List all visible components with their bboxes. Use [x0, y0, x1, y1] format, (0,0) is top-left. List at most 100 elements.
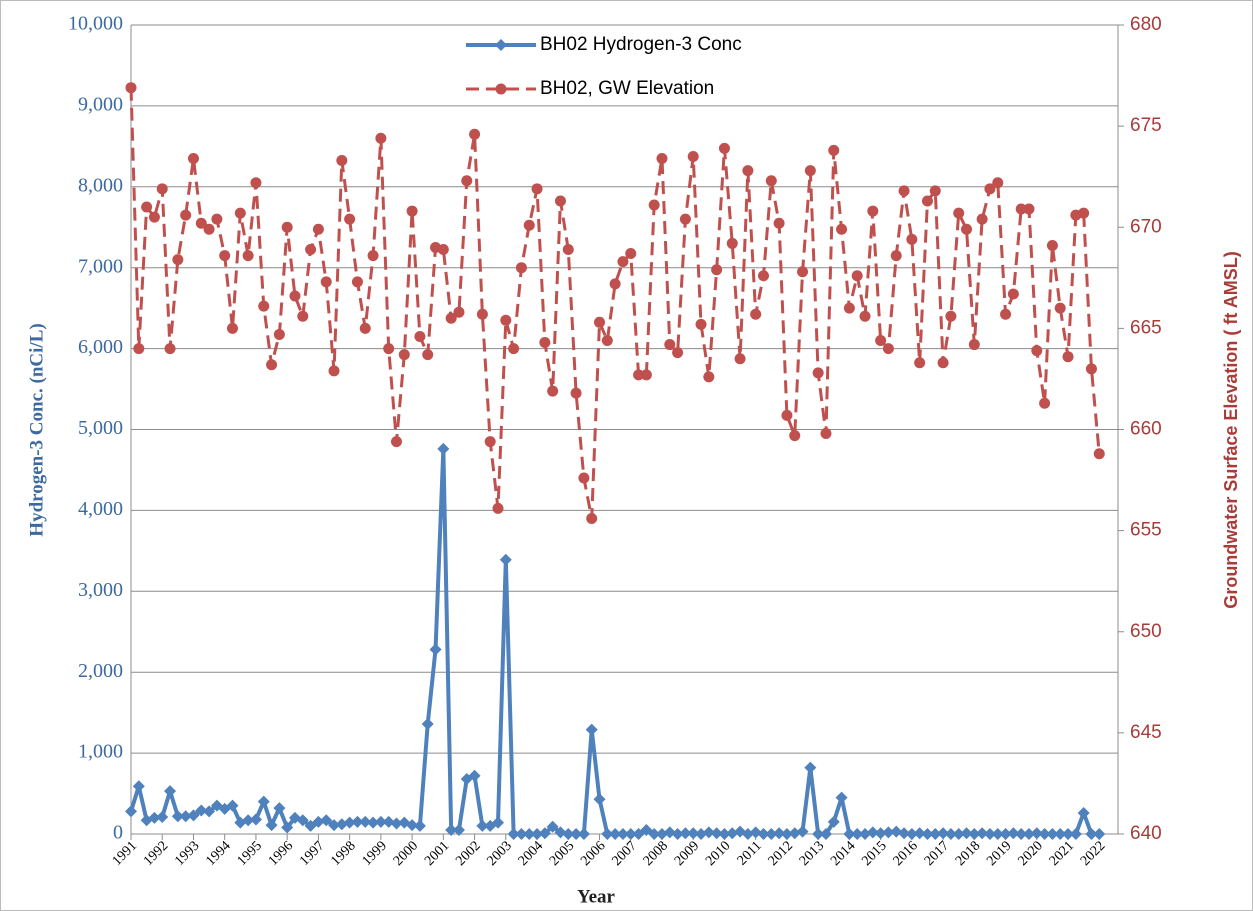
data-point: [999, 828, 1012, 840]
data-point: [499, 553, 512, 566]
series: [125, 442, 1106, 840]
data-point: [367, 816, 380, 829]
data-point: [281, 221, 293, 233]
data-point: [249, 813, 262, 826]
data-point: [671, 828, 684, 840]
data-point: [359, 322, 371, 334]
data-point: [1054, 828, 1067, 840]
data-point: [156, 811, 169, 824]
data-point: [898, 185, 910, 197]
data-point: [679, 827, 692, 840]
data-point: [406, 819, 419, 832]
data-point: [148, 811, 161, 824]
data-point: [515, 262, 527, 274]
legend-label: BH02 Hydrogen-3 Conc: [540, 34, 742, 55]
data-point: [226, 799, 239, 812]
data-point: [406, 205, 418, 217]
data-point: [929, 828, 942, 840]
data-point: [273, 802, 286, 815]
data-point: [1085, 828, 1098, 840]
data-point: [804, 165, 816, 177]
data-point: [180, 209, 192, 221]
data-point: [757, 270, 769, 282]
legend-marker: [495, 39, 507, 51]
data-point: [750, 308, 762, 320]
data-point: [1007, 288, 1019, 300]
data-point: [921, 195, 933, 207]
data-point: [616, 828, 629, 840]
y2-tick-label: 660: [1130, 419, 1162, 440]
data-point: [906, 233, 918, 245]
data-point: [711, 264, 723, 276]
data-point: [1038, 828, 1051, 840]
y2-tick-label: 645: [1130, 722, 1162, 743]
data-point: [195, 804, 208, 817]
data-point: [1046, 239, 1058, 251]
data-point: [172, 254, 184, 266]
data-point: [836, 223, 848, 235]
legend-marker: [495, 83, 507, 95]
data-point: [164, 785, 177, 798]
data-point: [1007, 827, 1020, 840]
data-point: [656, 152, 668, 164]
data-point: [312, 223, 324, 235]
data-point: [351, 815, 364, 828]
data-point: [445, 823, 458, 836]
data-point: [773, 217, 785, 229]
data-point: [976, 827, 989, 840]
data-point: [187, 152, 199, 164]
data-point: [1046, 828, 1059, 840]
data-point: [702, 826, 715, 839]
data-point: [952, 828, 965, 840]
data-point: [843, 302, 855, 314]
y-tick-label: 10,000: [68, 13, 123, 35]
data-point: [960, 827, 973, 840]
data-point: [921, 828, 934, 840]
data-point: [476, 819, 489, 832]
data-point: [1015, 828, 1028, 840]
data-point: [523, 219, 535, 231]
data-point: [554, 826, 567, 839]
data-point: [398, 349, 410, 361]
y2-tick-label: 655: [1130, 520, 1162, 541]
data-point: [234, 207, 246, 219]
data-point: [273, 328, 285, 340]
data-point: [968, 828, 981, 840]
data-point: [492, 502, 504, 514]
data-point: [859, 828, 872, 840]
data-point: [508, 343, 520, 355]
data-point: [742, 165, 754, 177]
data-point: [1039, 397, 1051, 409]
data-point: [890, 825, 903, 838]
data-point: [437, 442, 450, 455]
series-line: [129, 87, 1101, 520]
y-tick-label: 3,000: [78, 579, 123, 601]
data-point: [734, 353, 746, 365]
data-point: [695, 318, 707, 330]
data-point: [335, 818, 348, 831]
data-point: [687, 150, 699, 162]
y2-tick-label: 670: [1130, 216, 1162, 237]
data-point: [445, 312, 457, 324]
y2-tick-label: 640: [1130, 823, 1162, 844]
data-point: [703, 371, 715, 383]
data-point: [359, 815, 372, 828]
data-point: [375, 132, 387, 144]
data-point: [593, 793, 606, 806]
data-point: [413, 819, 426, 832]
data-point: [547, 385, 559, 397]
data-point: [1030, 827, 1043, 840]
data-point: [1078, 207, 1090, 219]
data-point: [672, 347, 684, 359]
data-point: [633, 369, 645, 381]
data-point: [874, 827, 887, 840]
data-point: [1023, 203, 1035, 215]
data-point: [984, 183, 996, 195]
data-point: [1069, 828, 1082, 840]
data-point: [250, 177, 262, 189]
data-point: [297, 310, 309, 322]
data-point: [1077, 806, 1090, 819]
data-point: [601, 335, 613, 347]
data-point: [1093, 828, 1106, 840]
data-point: [804, 761, 817, 774]
